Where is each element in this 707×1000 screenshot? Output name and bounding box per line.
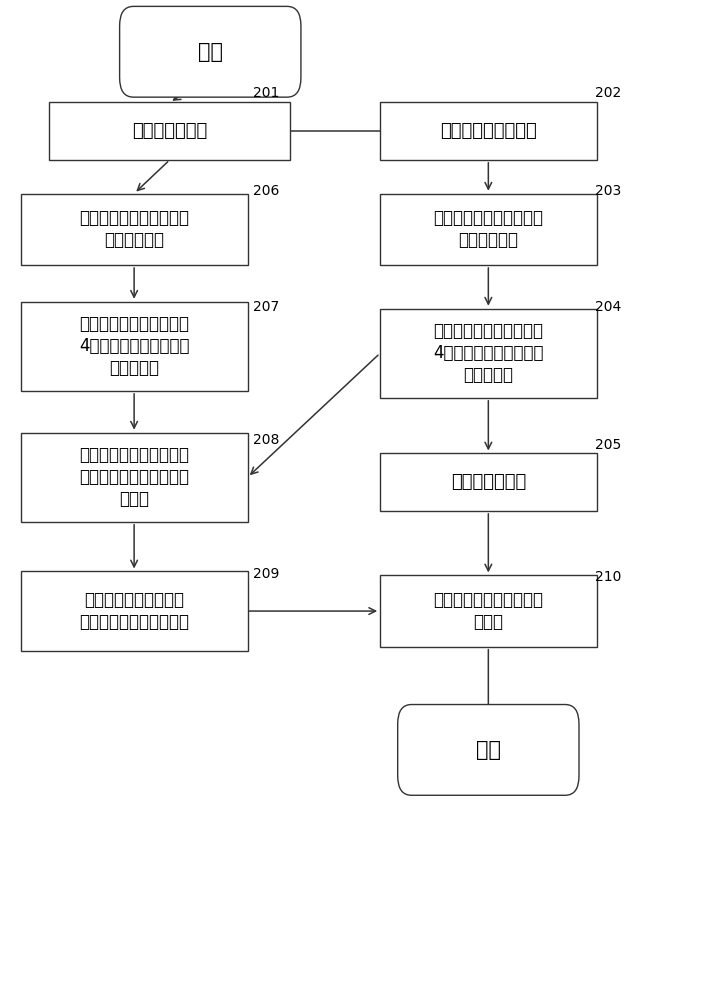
Text: 204: 204: [595, 300, 621, 314]
FancyBboxPatch shape: [397, 705, 579, 795]
Text: 计算修正后的发射点位置
和误差: 计算修正后的发射点位置 和误差: [433, 591, 544, 631]
Text: 通过最大飞行高度和射
程，查找发射点模型偏差: 通过最大飞行高度和射 程，查找发射点模型偏差: [79, 591, 189, 631]
Bar: [380, 102, 597, 160]
Bar: [21, 194, 247, 265]
Text: 209: 209: [253, 567, 279, 581]
Text: 210: 210: [595, 570, 621, 584]
Text: 基于弹道目标运动方程的
不敏滤波处理: 基于弹道目标运动方程的 不敏滤波处理: [433, 209, 544, 249]
Text: 基于弹道目标运动方程的
4阶龙格库塔方法进行反
向轨道外推: 基于弹道目标运动方程的 4阶龙格库塔方法进行反 向轨道外推: [433, 322, 544, 384]
Text: 202: 202: [595, 86, 621, 100]
Text: 205: 205: [595, 438, 621, 452]
Bar: [21, 571, 247, 651]
Text: 208: 208: [253, 433, 279, 447]
Text: 结束: 结束: [476, 740, 501, 760]
Text: 基于弹道目标运动方程的
4阶龙格库塔方法进行正
向轨道外推: 基于弹道目标运动方程的 4阶龙格库塔方法进行正 向轨道外推: [79, 315, 189, 377]
Bar: [380, 309, 597, 398]
Text: 点迹数据按时间逆序: 点迹数据按时间逆序: [440, 122, 537, 140]
Bar: [21, 433, 247, 522]
Bar: [380, 453, 597, 511]
Text: 开始: 开始: [198, 42, 223, 62]
Bar: [380, 575, 597, 647]
Text: 基于弹道目标运动方程的
不敏滤波处理: 基于弹道目标运动方程的 不敏滤波处理: [79, 209, 189, 249]
Text: 201: 201: [253, 86, 279, 100]
Text: 点迹数据预处理: 点迹数据预处理: [132, 122, 207, 140]
Bar: [49, 102, 291, 160]
Bar: [21, 302, 247, 391]
Bar: [380, 194, 597, 265]
Text: 207: 207: [253, 300, 279, 314]
Text: 通过弹道目标的完整飞行
轨道，计算最大飞行高度
和射程: 通过弹道目标的完整飞行 轨道，计算最大飞行高度 和射程: [79, 446, 189, 508]
FancyBboxPatch shape: [119, 6, 301, 97]
Text: 计算发射点位置: 计算发射点位置: [451, 473, 526, 491]
Text: 206: 206: [253, 184, 279, 198]
Text: 203: 203: [595, 184, 621, 198]
